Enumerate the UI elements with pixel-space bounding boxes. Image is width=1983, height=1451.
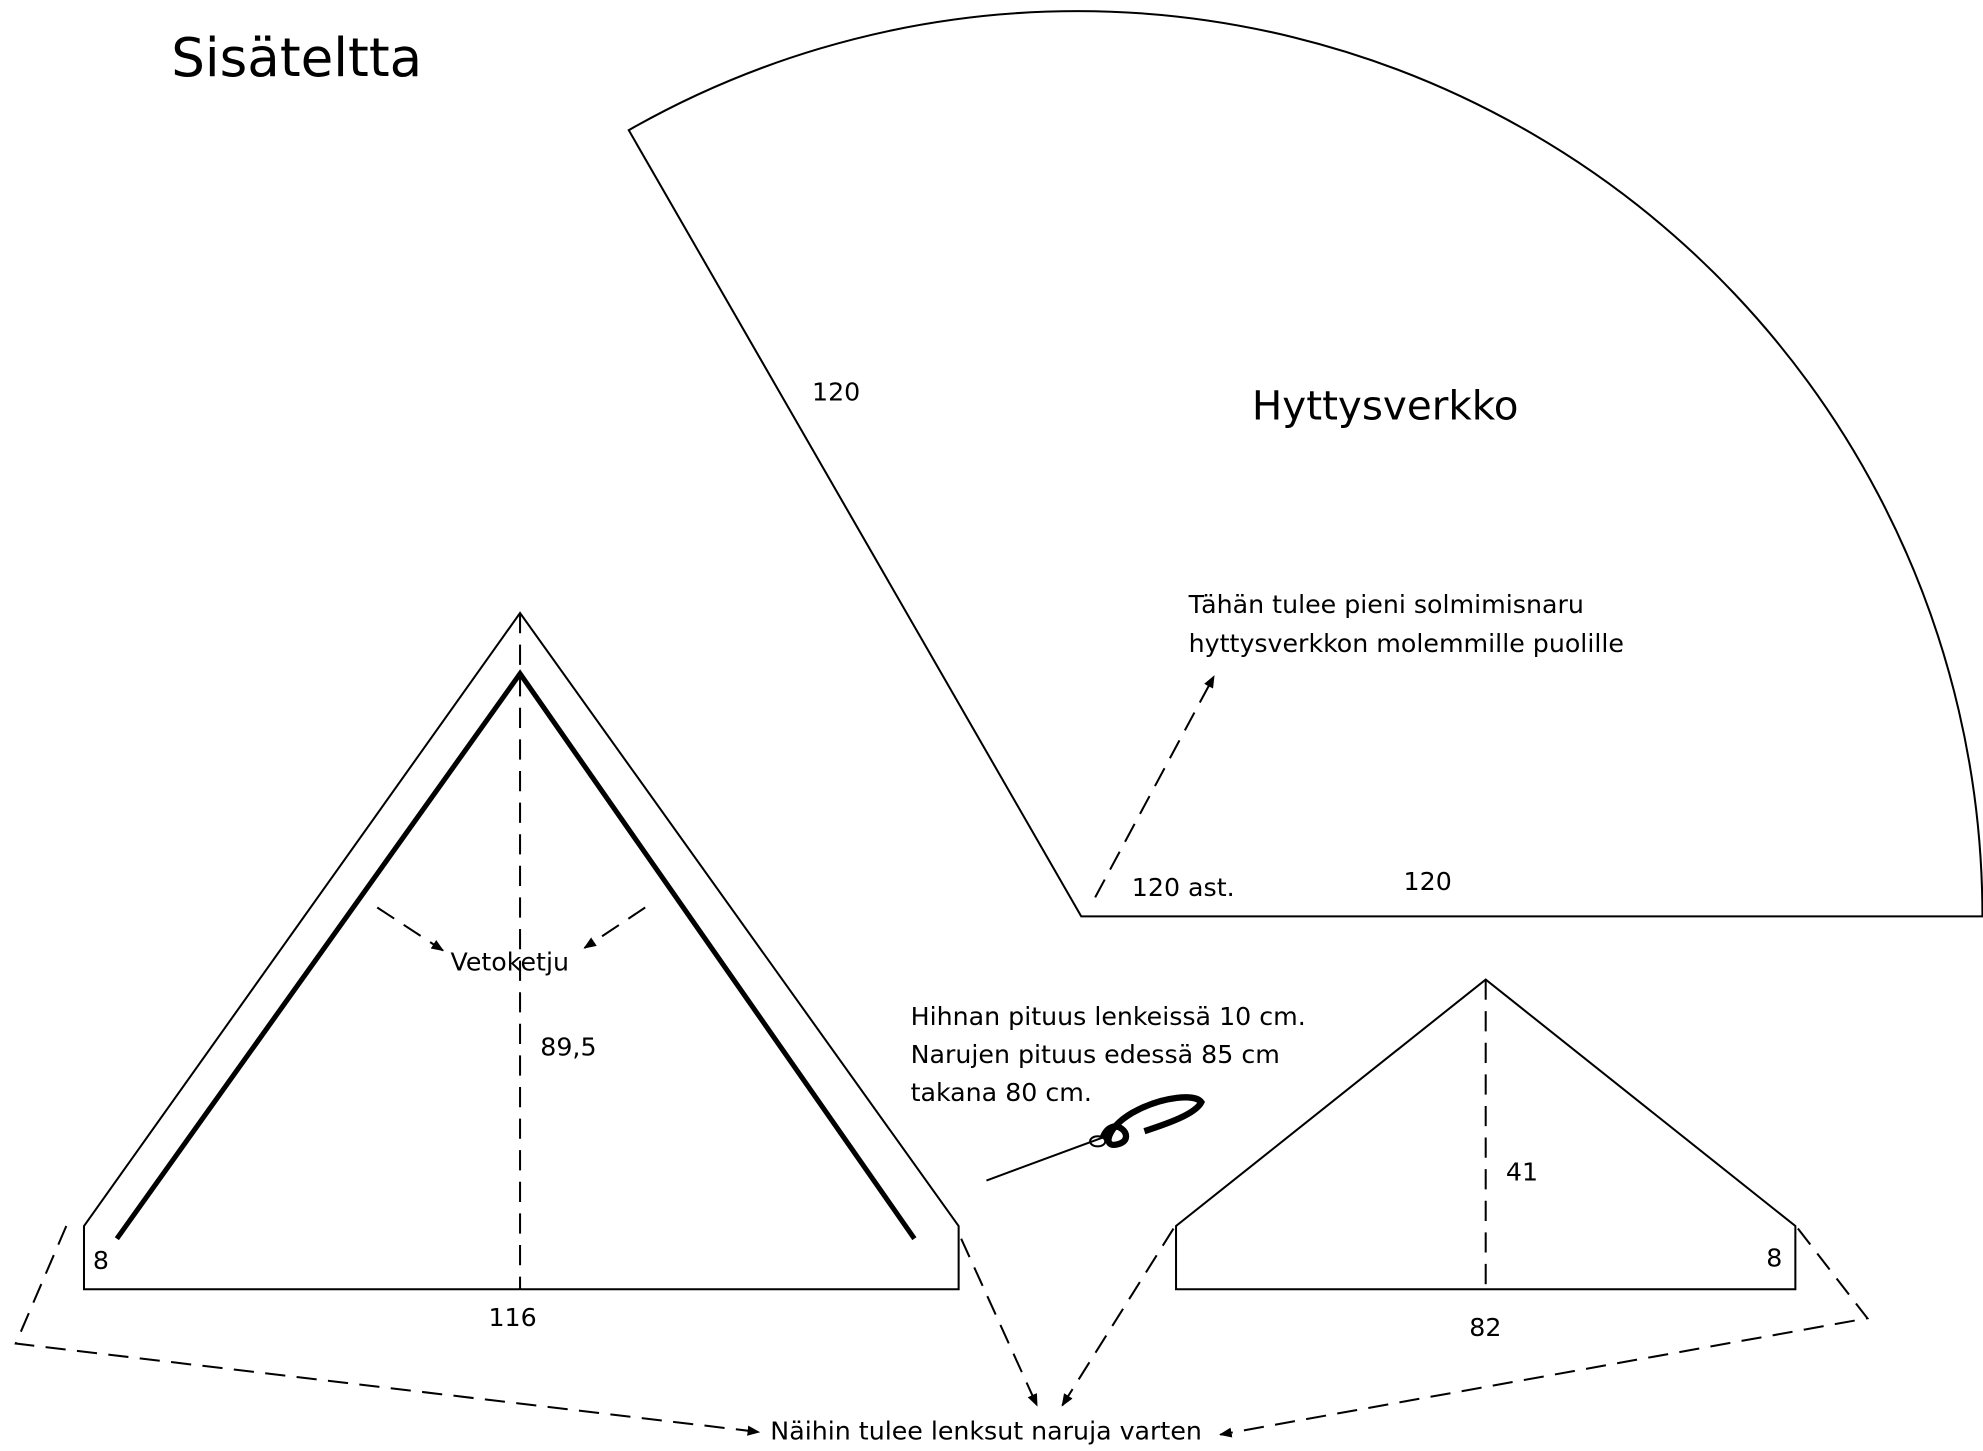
net-note-1: Tähän tulee pieni solmimisnaru: [1188, 590, 1584, 619]
base-length: 120: [1404, 867, 1452, 896]
loop-arrow: [1219, 1227, 1870, 1438]
back-base: 82: [1469, 1313, 1501, 1342]
loop-arrow: [1061, 1228, 1175, 1407]
front-height: 89,5: [540, 1032, 596, 1061]
zipper-arrow: [376, 906, 445, 952]
zipper-arrow: [583, 906, 646, 949]
front-wall: 8: [93, 1246, 109, 1275]
front-base: 116: [488, 1303, 536, 1332]
strap-note-3: takana 80 cm.: [911, 1078, 1092, 1107]
loop-arrow: [14, 1225, 761, 1436]
strap-note-2: Narujen pituus edessä 85 cm: [911, 1040, 1280, 1069]
back-panel: [1175, 978, 1797, 1291]
net-sector: [627, 10, 1983, 918]
net-note-2: hyttysverkkon molemmille puolille: [1189, 629, 1624, 658]
loop-arrow: [960, 1238, 1038, 1407]
title: Sisäteltta: [171, 27, 422, 89]
note-arrow: [1094, 675, 1215, 898]
strap-note-1: Hihnan pituus lenkeissä 10 cm.: [911, 1002, 1306, 1031]
back-wall: 8: [1766, 1243, 1782, 1272]
side-length: 120: [812, 378, 860, 407]
front-panel: [82, 611, 960, 1291]
back-height: 41: [1506, 1158, 1538, 1187]
strap-sketch: [986, 1094, 1205, 1182]
loops-note: Näihin tulee lenksut naruja varten: [770, 1417, 1202, 1446]
zipper-line: [114, 669, 917, 1241]
zipper-label: Vetoketju: [451, 948, 569, 977]
net-title: Hyttysverkko: [1252, 382, 1519, 430]
angle: 120 ast.: [1132, 873, 1235, 902]
